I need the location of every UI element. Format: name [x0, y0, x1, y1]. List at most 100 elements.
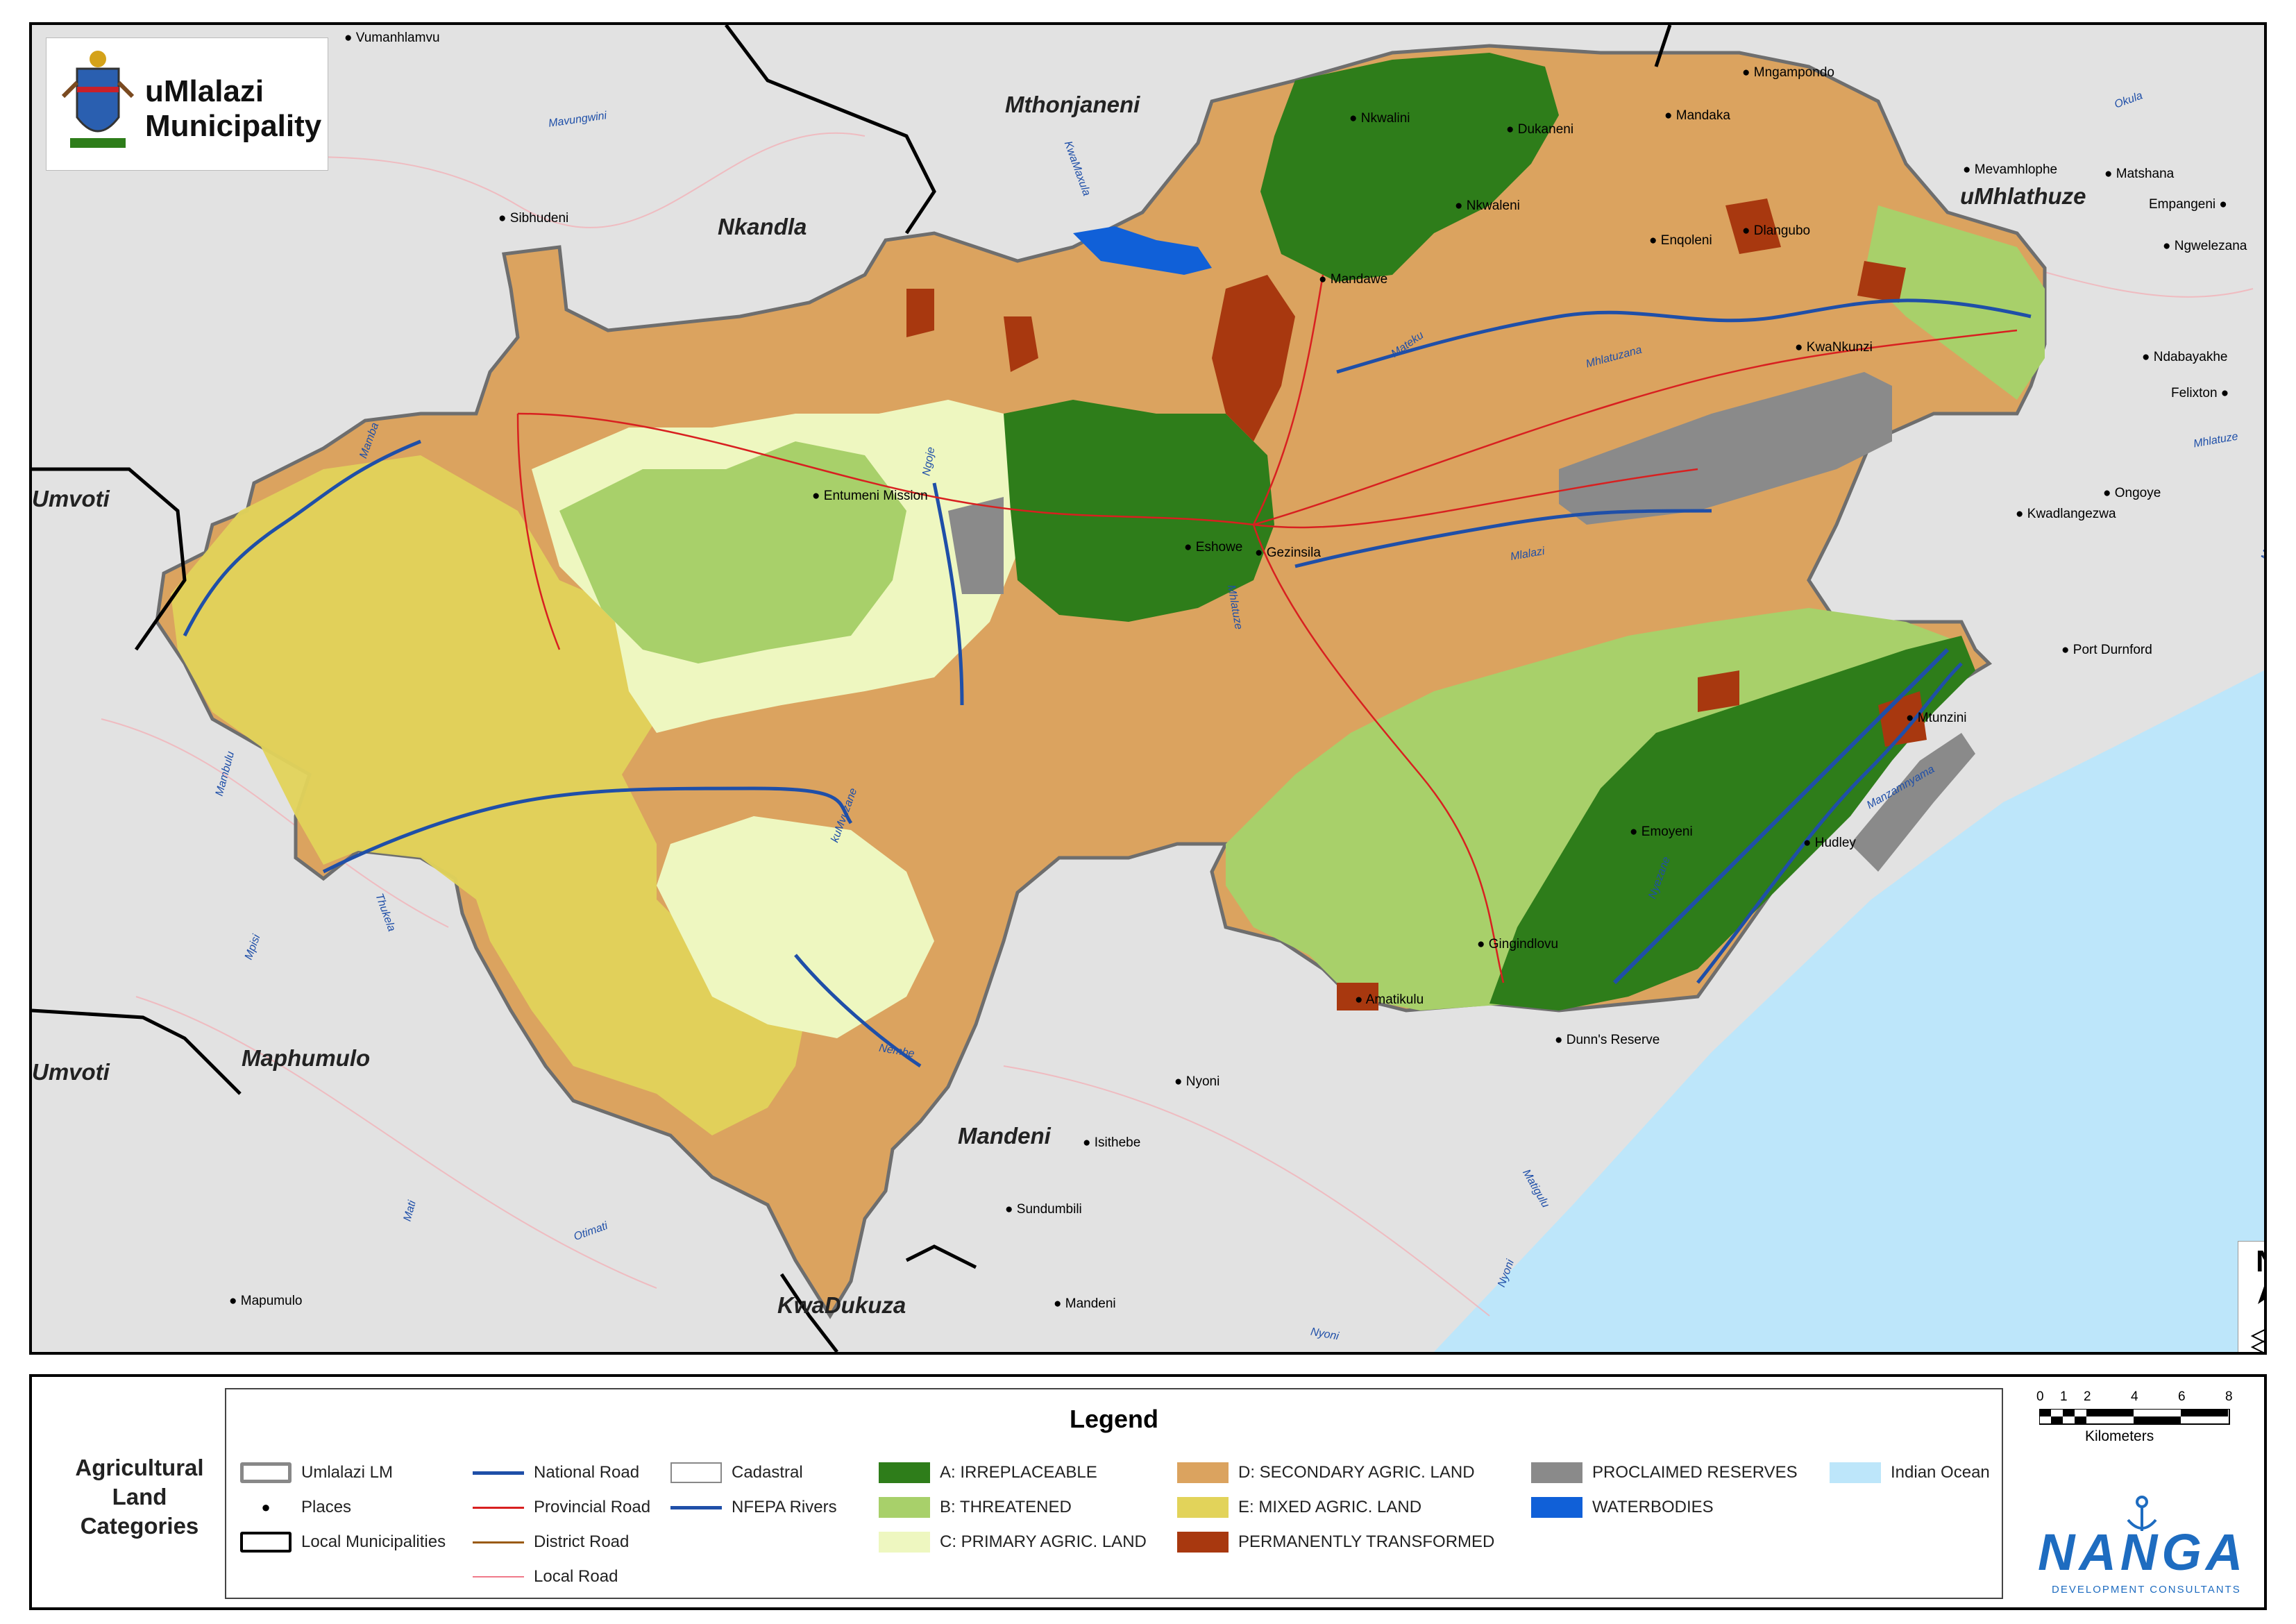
place: ● Entumeni Mission [812, 489, 928, 503]
place: ● Dunn's Reserve [1555, 1033, 1660, 1047]
region-label: Umvoti [32, 486, 110, 511]
primary-agric-south [657, 816, 934, 1038]
title-line: Categories [80, 1513, 199, 1539]
place: ● Mevamhlophe [1963, 162, 2058, 177]
logo-line-1: uMlalazi [145, 74, 264, 108]
title-line: Agricultural [75, 1455, 204, 1480]
place: ● Mngampondo [1742, 65, 1834, 80]
legend-item: PROCLAIMED RESERVES [1531, 1459, 1798, 1487]
north-arrow: N [2238, 1241, 2264, 1352]
legend-item: National Road [473, 1459, 639, 1487]
region-label: Nkandla [718, 214, 807, 239]
municipality-logo: uMlalazi Municipality [46, 37, 328, 171]
region-label: Mthonjaneni [1005, 92, 1140, 117]
place: ● Matshana [2104, 167, 2175, 181]
legend-item: PERMANENTLY TRANSFORMED [1177, 1528, 1494, 1556]
legend-item: Cadastral [670, 1459, 803, 1487]
place: ● Dukaneni [1506, 122, 1574, 137]
place: ● Mandawe [1319, 272, 1388, 287]
scale-tick: 1 [2060, 1389, 2068, 1404]
region-label: uMhlathuze [1960, 183, 2086, 209]
map-canvas [32, 25, 2264, 1352]
legend-item: Indian Ocean [1830, 1459, 1990, 1487]
consultant-name: NANGA [2038, 1523, 2247, 1581]
region-label: Mandeni [958, 1123, 1051, 1149]
local-municipality-boundaries [32, 25, 1672, 1352]
place: ● Emoyeni [1630, 824, 1693, 839]
place: ● Eshowe [1184, 540, 1243, 555]
reserve-coast [1850, 733, 1975, 872]
place: Felixton ● [2171, 386, 2229, 400]
place: ● Vumanhlamvu [344, 31, 440, 45]
place: ● Mapumulo [229, 1294, 303, 1308]
irreplaceable-eshowe [1004, 400, 1274, 622]
logo-line-2: Municipality [145, 109, 322, 143]
waterbody-dam [1073, 226, 1212, 275]
region-label: Umvoti [32, 1059, 110, 1085]
legend-item: B: THREATENED [879, 1494, 1072, 1521]
place: ● Mandeni [1054, 1296, 1116, 1311]
place: ● Ndabayakhe [2142, 350, 2228, 364]
scale-tick: 6 [2178, 1389, 2186, 1404]
national-road [1612, 648, 1950, 985]
scale-bar: 0 1 2 4 6 8 Kilometers [2036, 1389, 2265, 1452]
scale-tick: 2 [2084, 1389, 2091, 1404]
legend-item: Provincial Road [473, 1494, 650, 1521]
place: ● Amatikulu [1355, 992, 1424, 1007]
transformed-patches [906, 198, 1927, 1010]
reserve-large [1559, 372, 1892, 525]
place: ● KwaNkunzi [1795, 340, 1873, 355]
region-label: Maphumulo [242, 1045, 371, 1071]
irreplaceable-coast [1489, 636, 1975, 1010]
place: ● Gingindlovu [1477, 937, 1559, 951]
anchor-icon [2127, 1496, 2157, 1531]
region-label: KwaDukuza [777, 1292, 906, 1318]
indian-ocean [1434, 670, 2264, 1352]
legend-panel: Agricultural Land Categories Legend Umla… [29, 1374, 2267, 1610]
place: ● Sibhudeni [498, 211, 569, 226]
place: ● Nkwalini [1349, 111, 1410, 126]
legend-item: D: SECONDARY AGRIC. LAND [1177, 1459, 1475, 1487]
place: ● Nyoni [1174, 1074, 1220, 1089]
place: ● Kwadlangezwa [2016, 507, 2116, 521]
coat-of-arms-icon [61, 51, 135, 148]
place: ● Mandaka [1664, 108, 1730, 123]
scale-tick: 0 [2036, 1389, 2044, 1404]
place: ● Dlangubo [1742, 223, 1811, 238]
legend-item: WATERBODIES [1531, 1494, 1714, 1521]
place: ● Enqoleni [1649, 233, 1712, 248]
place: ● Ongoye [2103, 486, 2161, 500]
scale-tick: 8 [2225, 1389, 2233, 1404]
consultant-logo: NANGA DEVELOPMENT CONSULTANTS [2031, 1495, 2253, 1599]
legend-item: Local Municipalities [240, 1528, 446, 1556]
place: Empangeni ● [2149, 197, 2227, 212]
place: ● Ngwelezana [2163, 239, 2247, 253]
scale-unit: Kilometers [2085, 1428, 2154, 1444]
legend-item: ● Places [261, 1498, 352, 1516]
consultant-tagline: DEVELOPMENT CONSULTANTS [2052, 1584, 2241, 1596]
place: ● Isithebe [1083, 1135, 1141, 1150]
place: ● Gezinsila [1255, 545, 1321, 560]
place: ● Sundumbili [1005, 1202, 1082, 1217]
legend-title: Legend [1069, 1405, 1158, 1433]
legend-item: District Road [473, 1528, 629, 1556]
irreplaceable-north [1260, 53, 1559, 282]
legend-box: Legend Umlalazi LM ● Places Local Municip… [225, 1388, 2003, 1599]
place: ● Nkwaleni [1455, 198, 1520, 213]
place: ● Port Durnford [2061, 643, 2152, 657]
legend-item: Umlalazi LM [240, 1459, 393, 1487]
provincial-roads [516, 274, 2018, 983]
legend-item: Local Road [473, 1563, 618, 1591]
legend-item: C: PRIMARY AGRIC. LAND [879, 1528, 1147, 1556]
scale-tick: 4 [2131, 1389, 2138, 1404]
map-title: Agricultural Land Categories [46, 1453, 233, 1541]
title-line: Land [112, 1484, 167, 1509]
scale-bar-graphic [2039, 1409, 2230, 1425]
north-arrow-icon [2250, 1286, 2264, 1352]
threatened-central [559, 441, 906, 663]
place: ● Mtunzini [1906, 711, 1967, 725]
nfepa-rivers [183, 298, 2032, 1068]
north-label: N [2256, 1244, 2264, 1279]
place: ● Hudley [1803, 836, 1856, 850]
legend-item: A: IRREPLACEABLE [879, 1459, 1097, 1487]
